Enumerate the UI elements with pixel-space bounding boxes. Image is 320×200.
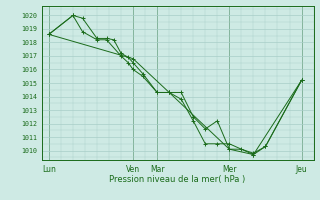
- X-axis label: Pression niveau de la mer( hPa ): Pression niveau de la mer( hPa ): [109, 175, 246, 184]
